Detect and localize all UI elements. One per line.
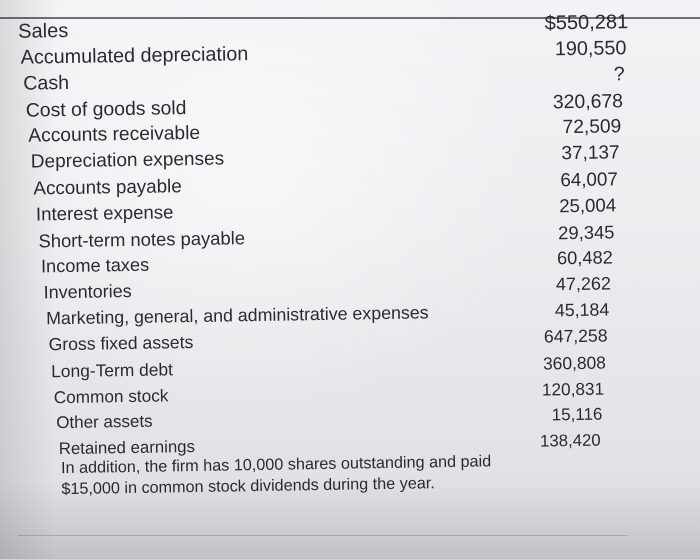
row-value: 320,678 — [552, 89, 624, 113]
row-value: 360,808 — [542, 352, 607, 374]
row-value: 60,482 — [556, 247, 613, 269]
row-value: 64,007 — [560, 168, 618, 191]
row-label: Retained earnings — [58, 437, 196, 459]
row-value: 647,258 — [543, 325, 608, 347]
row-value: 190,550 — [554, 37, 627, 61]
row-value: 120,831 — [541, 378, 605, 400]
row-label: Income taxes — [40, 254, 150, 277]
row-label: Accumulated depreciation — [20, 43, 249, 69]
row-label: Other assets — [56, 411, 153, 433]
row-value: 138,420 — [539, 430, 601, 451]
row-label: Inventories — [43, 280, 132, 303]
note-line-2: $15,000 in common stock dividends during… — [61, 474, 435, 499]
row-value: $550,281 — [544, 11, 629, 35]
row-value: 37,137 — [561, 142, 620, 165]
row-label: Accounts receivable — [28, 122, 201, 147]
row-label: Cost of goods sold — [25, 96, 187, 122]
row-label: Sales — [18, 19, 69, 43]
row-value: 47,262 — [555, 273, 612, 295]
row-label: Short-term notes payable — [38, 226, 246, 252]
row-value: 15,116 — [551, 404, 603, 425]
row-value: 45,184 — [554, 299, 610, 321]
top-divider — [0, 17, 700, 19]
row-label: Cash — [23, 72, 70, 96]
row-label: Interest expense — [35, 201, 174, 225]
bottom-divider — [18, 535, 628, 536]
row-label: Depreciation expenses — [30, 148, 225, 173]
row-label: Accounts payable — [33, 175, 182, 199]
row-label: Common stock — [53, 385, 169, 407]
row-value: 29,345 — [558, 220, 615, 243]
row-value: 72,509 — [562, 116, 622, 138]
row-label: Gross fixed assets — [48, 332, 194, 355]
financial-data-table: Sales $550,281 Accumulated depreciation 19… — [0, 8, 700, 539]
row-value: 25,004 — [559, 194, 617, 217]
row-value: ? — [613, 63, 625, 86]
row-label: Long-Term debt — [50, 358, 174, 381]
